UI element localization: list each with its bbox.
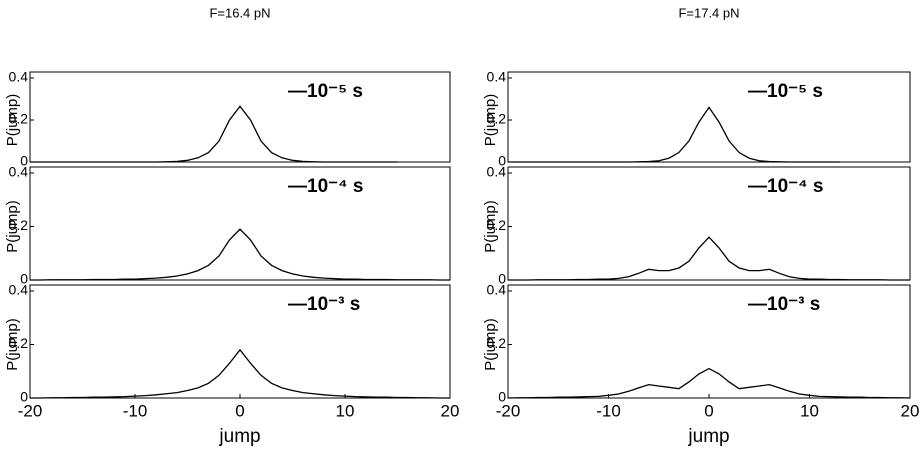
plot-frame: [29, 284, 451, 399]
x-tick-label: -10: [596, 401, 621, 420]
y-axis-label: P(jump): [4, 94, 21, 147]
y-tick-label: 0.4: [9, 69, 29, 85]
x-tick-label: -10: [123, 401, 148, 420]
legend-label: —10⁻⁵ s: [288, 81, 363, 102]
x-tick-label: 10: [800, 401, 819, 420]
x-tick-label: 0: [235, 401, 244, 420]
legend-label: —10⁻³ s: [288, 294, 360, 315]
y-tick-label: 0.4: [487, 282, 507, 298]
legend-label: —10⁻³ s: [748, 294, 820, 315]
data-line: [508, 106, 840, 163]
legend-label: —10⁻⁴ s: [748, 176, 823, 197]
y-axis-label: P(jump): [482, 94, 499, 147]
data-line: [30, 105, 398, 163]
legend-label: —10⁻⁵ s: [748, 81, 823, 102]
plot-frame: [29, 166, 451, 281]
x-tick-label: 20: [901, 401, 920, 420]
plot-frame: [507, 166, 911, 281]
y-axis-label: P(jump): [482, 318, 499, 371]
y-tick-label: 0.4: [487, 164, 507, 180]
legend-label: —10⁻⁴ s: [288, 176, 363, 197]
y-tick-label: 0.4: [487, 69, 507, 85]
y-tick-label: 0: [20, 271, 28, 287]
data-line: [30, 228, 450, 281]
y-tick-label: 0: [498, 389, 506, 405]
x-axis-label: jump: [218, 426, 260, 447]
y-tick-label: 0.2: [9, 111, 29, 127]
y-tick-label: 0.2: [487, 335, 507, 351]
data-line: [507, 367, 911, 399]
y-tick-label: 0: [498, 153, 506, 169]
data-line: [508, 236, 910, 281]
y-tick-label: 0: [498, 271, 506, 287]
x-tick-label: 0: [704, 401, 713, 420]
chart-title: F=17.4 pN: [678, 5, 739, 20]
chart-title: F=16.4 pN: [209, 5, 270, 20]
x-tick-label: -20: [18, 401, 43, 420]
x-tick-label: 20: [441, 401, 460, 420]
y-tick-label: 0.2: [9, 335, 29, 351]
y-tick-label: 0.2: [487, 111, 507, 127]
y-axis-label: P(jump): [4, 200, 21, 253]
y-tick-label: 0.4: [9, 164, 29, 180]
y-tick-label: 0.2: [9, 217, 29, 233]
y-tick-label: 0: [20, 389, 28, 405]
y-tick-label: 0: [20, 153, 28, 169]
plot-frame: [507, 71, 911, 163]
x-tick-label: 10: [336, 401, 355, 420]
x-tick-label: -20: [496, 401, 521, 420]
y-tick-label: 0.4: [9, 282, 29, 298]
plot-frame: [507, 284, 911, 399]
plot-frame: [29, 71, 451, 163]
y-tick-label: 0.2: [487, 217, 507, 233]
data-line: [30, 348, 450, 399]
y-axis-label: P(jump): [4, 318, 21, 371]
x-axis-label: jump: [687, 426, 729, 447]
y-axis-label: P(jump): [482, 200, 499, 253]
